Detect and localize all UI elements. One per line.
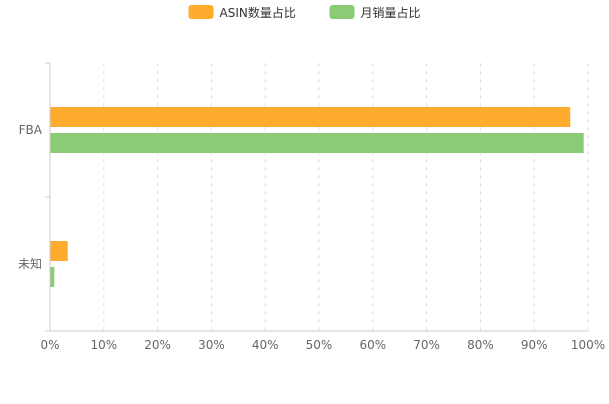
- x-tick-label: 10%: [90, 338, 117, 352]
- tick-labels: 0% 10% 20% 30% 40% 50% 60% 70% 80% 90% 100% FBA 未知: [18, 123, 605, 352]
- bar[interactable]: [50, 133, 584, 153]
- x-tick-label: 40%: [252, 338, 279, 352]
- x-tick-label: 100%: [571, 338, 605, 352]
- axes: [45, 62, 588, 332]
- x-tick-label: 20%: [144, 338, 171, 352]
- bar[interactable]: [50, 267, 55, 287]
- bars: [50, 107, 584, 287]
- legend-label: 月销量占比: [361, 5, 421, 20]
- legend-item[interactable]: ASIN数量占比: [188, 5, 296, 20]
- bar[interactable]: [50, 241, 68, 261]
- legend-label: ASIN数量占比: [220, 5, 296, 20]
- x-tick-label: 90%: [521, 338, 548, 352]
- bar[interactable]: [50, 107, 571, 127]
- x-tick-label: 0%: [40, 338, 59, 352]
- x-tick-label: 70%: [413, 338, 440, 352]
- y-category-label: FBA: [19, 123, 43, 137]
- x-tick-label: 60%: [359, 338, 386, 352]
- x-tick-label: 30%: [198, 338, 225, 352]
- legend-item[interactable]: 月销量占比: [329, 5, 421, 20]
- legend[interactable]: ASIN数量占比 月销量占比: [188, 5, 421, 20]
- legend-swatch: [188, 5, 214, 19]
- grid-lines: [103, 63, 589, 331]
- legend-swatch: [329, 5, 355, 19]
- x-tick-label: 50%: [306, 338, 333, 352]
- x-tick-label: 80%: [467, 338, 494, 352]
- y-category-label: 未知: [18, 257, 42, 271]
